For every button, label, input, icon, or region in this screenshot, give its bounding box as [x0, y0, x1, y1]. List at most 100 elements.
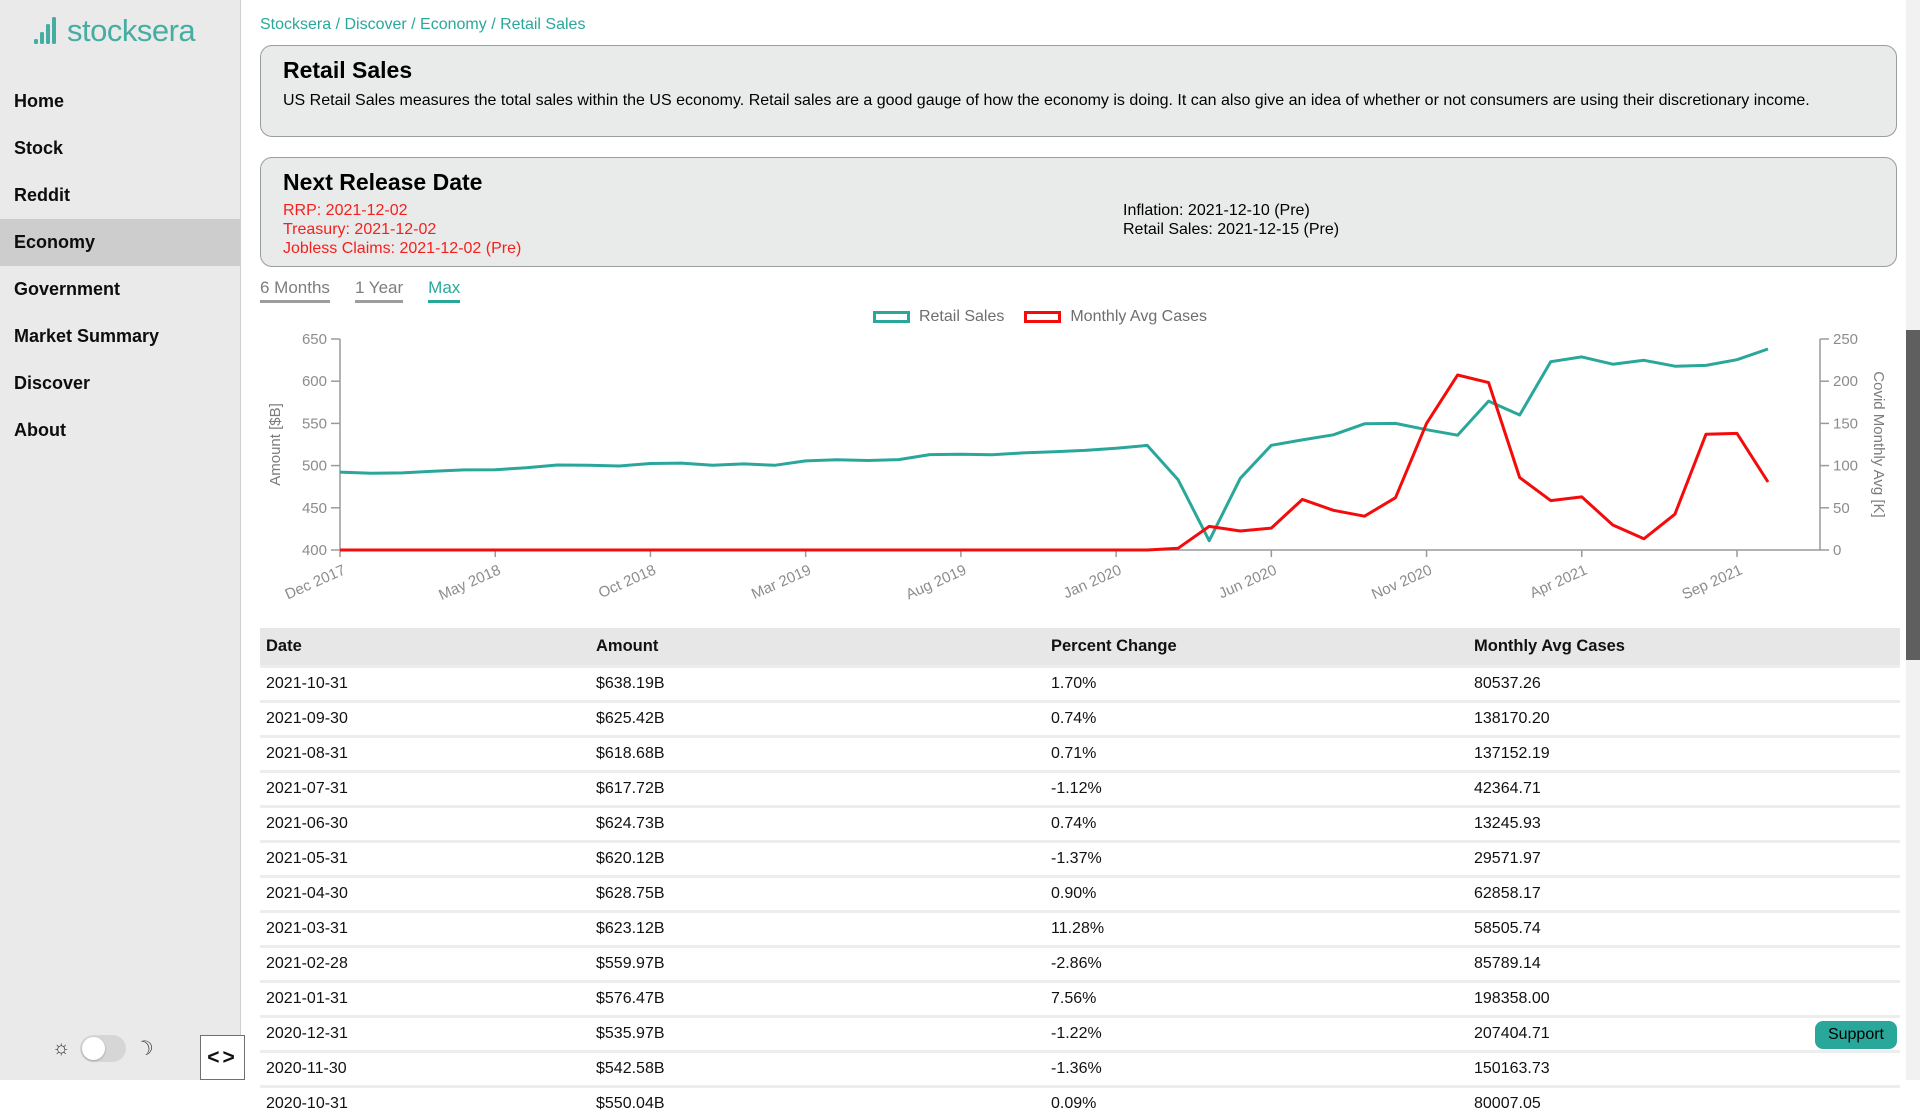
- left-axis-title: Amount [$B]: [267, 403, 284, 486]
- table-cell: 0.09%: [1045, 1087, 1468, 1120]
- left-tick-label: 600: [302, 373, 327, 390]
- table-cell: 2021-02-28: [260, 947, 590, 982]
- table-cell: -1.12%: [1045, 772, 1468, 807]
- table-cell: $620.12B: [590, 842, 1045, 877]
- series-line-monthly-avg-cases: [340, 375, 1768, 550]
- right-tick-label: 150: [1833, 415, 1858, 432]
- table-header-cell: Amount: [590, 628, 1045, 667]
- support-button[interactable]: Support: [1815, 1021, 1897, 1049]
- right-tick-label: 250: [1833, 331, 1858, 348]
- table-cell: $617.72B: [590, 772, 1045, 807]
- table-cell: 13245.93: [1468, 807, 1900, 842]
- table-header-cell: Percent Change: [1045, 628, 1468, 667]
- table-cell: 2021-10-31: [260, 667, 590, 702]
- table-cell: 11.28%: [1045, 912, 1468, 947]
- legend-item[interactable]: Monthly Avg Cases: [1024, 308, 1207, 326]
- next-release-title: Next Release Date: [283, 169, 1874, 196]
- sidebar-item-about[interactable]: About: [0, 407, 240, 454]
- page-description: US Retail Sales measures the total sales…: [283, 92, 1874, 110]
- left-tick-label: 550: [302, 415, 327, 432]
- table-cell: 0.71%: [1045, 737, 1468, 772]
- stocksera-logo[interactable]: stocksera: [0, 0, 240, 46]
- brand-name: stocksera: [67, 15, 195, 46]
- table-cell: 2020-12-31: [260, 1017, 590, 1052]
- table-cell: $559.97B: [590, 947, 1045, 982]
- table-row: 2020-12-31$535.97B-1.22%207404.71: [260, 1017, 1900, 1052]
- theme-toggle-row: ☼ ☾: [52, 1035, 154, 1062]
- table-cell: 7.56%: [1045, 982, 1468, 1017]
- release-line-red: Jobless Claims: 2021-12-02 (Pre): [283, 239, 1123, 258]
- sidebar-collapse-button[interactable]: <>: [200, 1035, 245, 1080]
- table-cell: $638.19B: [590, 667, 1045, 702]
- release-line-red: Treasury: 2021-12-02: [283, 220, 1123, 239]
- sidebar-item-reddit[interactable]: Reddit: [0, 172, 240, 219]
- legend-item[interactable]: Retail Sales: [873, 308, 1004, 326]
- right-axis-title: Covid Monthly Avg [K]: [1870, 371, 1887, 517]
- x-tick-label: Nov 2020: [1369, 562, 1435, 604]
- table-cell: $624.73B: [590, 807, 1045, 842]
- sidebar-item-discover[interactable]: Discover: [0, 360, 240, 407]
- table-cell: 29571.97: [1468, 842, 1900, 877]
- dark-mode-toggle[interactable]: [80, 1035, 126, 1062]
- sidebar-item-government[interactable]: Government: [0, 266, 240, 313]
- x-tick-label: Jun 2020: [1216, 562, 1279, 603]
- left-tick-label: 650: [302, 331, 327, 348]
- table-cell: $550.04B: [590, 1087, 1045, 1120]
- table-cell: 42364.71: [1468, 772, 1900, 807]
- scrollbar-thumb[interactable]: [1906, 330, 1920, 660]
- sidebar-item-stock[interactable]: Stock: [0, 125, 240, 172]
- release-dates-upcoming: Inflation: 2021-12-10 (Pre)Retail Sales:…: [1123, 201, 1339, 258]
- table-cell: 80007.05: [1468, 1087, 1900, 1120]
- right-tick-label: 200: [1833, 373, 1858, 390]
- tab-6-months[interactable]: 6 Months: [260, 278, 330, 303]
- table-cell: 2021-05-31: [260, 842, 590, 877]
- sidebar-item-home[interactable]: Home: [0, 78, 240, 125]
- table-cell: 138170.20: [1468, 702, 1900, 737]
- retail-sales-info-card: Retail Sales US Retail Sales measures th…: [260, 45, 1897, 137]
- table-cell: $628.75B: [590, 877, 1045, 912]
- release-line-red: RRP: 2021-12-02: [283, 201, 1123, 220]
- legend-label: Retail Sales: [919, 308, 1004, 326]
- legend-label: Monthly Avg Cases: [1070, 308, 1207, 326]
- table-row: 2021-02-28$559.97B-2.86%85789.14: [260, 947, 1900, 982]
- right-tick-label: 50: [1833, 500, 1850, 517]
- table-cell: 2021-06-30: [260, 807, 590, 842]
- table-cell: 198358.00: [1468, 982, 1900, 1017]
- tab-max[interactable]: Max: [428, 278, 460, 303]
- table-cell: $623.12B: [590, 912, 1045, 947]
- sidebar-item-market-summary[interactable]: Market Summary: [0, 313, 240, 360]
- x-tick-label: Oct 2018: [596, 562, 659, 602]
- right-tick-label: 0: [1833, 542, 1841, 559]
- table-cell: 0.74%: [1045, 702, 1468, 737]
- table-cell: 2021-07-31: [260, 772, 590, 807]
- sidebar-item-economy[interactable]: Economy: [0, 219, 240, 266]
- table-cell: 2020-10-31: [260, 1087, 590, 1120]
- table-cell: $618.68B: [590, 737, 1045, 772]
- chart-canvas: 650600550500450400250200150100500Amount …: [260, 303, 1900, 623]
- breadcrumb[interactable]: Stocksera / Discover / Economy / Retail …: [260, 0, 1920, 34]
- bar-chart-icon: [34, 14, 64, 46]
- x-tick-label: Aug 2019: [903, 562, 969, 604]
- x-tick-label: Mar 2019: [749, 562, 814, 603]
- table-cell: 2021-08-31: [260, 737, 590, 772]
- table-cell: 0.74%: [1045, 807, 1468, 842]
- tab-1-year[interactable]: 1 Year: [355, 278, 403, 303]
- table-row: 2021-05-31$620.12B-1.37%29571.97: [260, 842, 1900, 877]
- release-line: Inflation: 2021-12-10 (Pre): [1123, 201, 1339, 220]
- table-cell: $576.47B: [590, 982, 1045, 1017]
- legend-swatch: [873, 311, 910, 323]
- x-tick-label: May 2018: [436, 562, 503, 604]
- table-header-cell: Date: [260, 628, 590, 667]
- scrollbar-track[interactable]: [1906, 0, 1920, 1080]
- timeframe-tabs: 6 Months 1 Year Max: [260, 278, 1920, 303]
- retail-sales-chart: Retail Sales Monthly Avg Cases 650 600 550 5…: [260, 303, 1900, 623]
